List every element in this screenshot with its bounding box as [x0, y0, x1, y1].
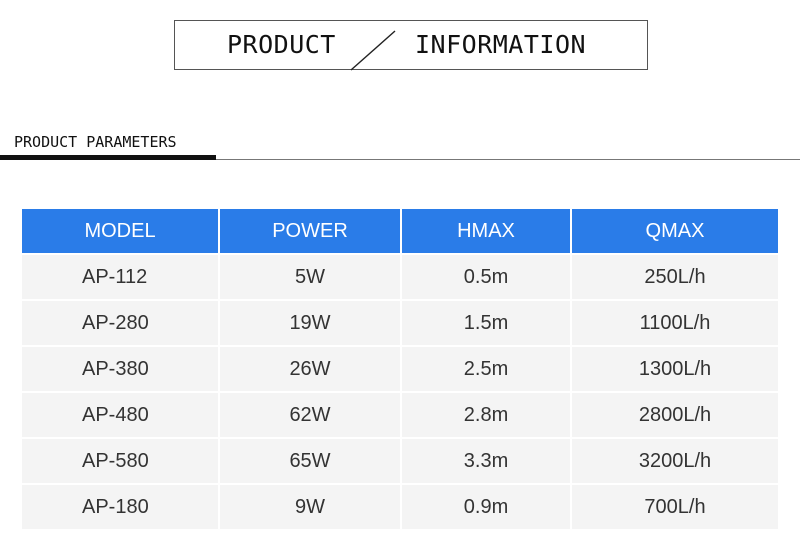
cell-qmax: 1300L/h: [572, 347, 778, 391]
header-qmax: QMAX: [572, 209, 778, 253]
cell-hmax: 2.8m: [402, 393, 570, 437]
cell-hmax: 3.3m: [402, 439, 570, 483]
cell-model: AP-280: [22, 301, 218, 345]
section-underline: [0, 155, 216, 160]
cell-power: 5W: [220, 255, 400, 299]
table-row: AP-480 62W 2.8m 2800L/h: [22, 393, 778, 437]
parameters-table: MODEL POWER HMAX QMAX AP-112 5W 0.5m 250…: [22, 209, 778, 531]
cell-qmax: 1100L/h: [572, 301, 778, 345]
cell-model: AP-112: [22, 255, 218, 299]
title-right-text: INFORMATION: [415, 30, 587, 59]
section-heading: PRODUCT PARAMETERS: [14, 133, 177, 151]
cell-hmax: 2.5m: [402, 347, 570, 391]
header-hmax: HMAX: [402, 209, 570, 253]
header-power: POWER: [220, 209, 400, 253]
title-banner: PRODUCT INFORMATION: [174, 20, 648, 71]
cell-power: 65W: [220, 439, 400, 483]
table-row: AP-112 5W 0.5m 250L/h: [22, 255, 778, 299]
cell-qmax: 2800L/h: [572, 393, 778, 437]
cell-hmax: 0.5m: [402, 255, 570, 299]
cell-model: AP-580: [22, 439, 218, 483]
cell-power: 26W: [220, 347, 400, 391]
table-row: AP-280 19W 1.5m 1100L/h: [22, 301, 778, 345]
cell-model: AP-380: [22, 347, 218, 391]
header-model: MODEL: [22, 209, 218, 253]
cell-power: 9W: [220, 485, 400, 529]
cell-qmax: 700L/h: [572, 485, 778, 529]
cell-model: AP-180: [22, 485, 218, 529]
table-row: AP-380 26W 2.5m 1300L/h: [22, 347, 778, 391]
cell-qmax: 3200L/h: [572, 439, 778, 483]
section-divider: [216, 159, 800, 160]
table-header-row: MODEL POWER HMAX QMAX: [22, 209, 778, 253]
cell-hmax: 1.5m: [402, 301, 570, 345]
table-row: AP-580 65W 3.3m 3200L/h: [22, 439, 778, 483]
table-row: AP-180 9W 0.9m 700L/h: [22, 485, 778, 529]
title-left-text: PRODUCT: [227, 30, 336, 59]
cell-power: 62W: [220, 393, 400, 437]
cell-hmax: 0.9m: [402, 485, 570, 529]
slash-divider-icon: [350, 30, 396, 71]
cell-model: AP-480: [22, 393, 218, 437]
cell-power: 19W: [220, 301, 400, 345]
cell-qmax: 250L/h: [572, 255, 778, 299]
